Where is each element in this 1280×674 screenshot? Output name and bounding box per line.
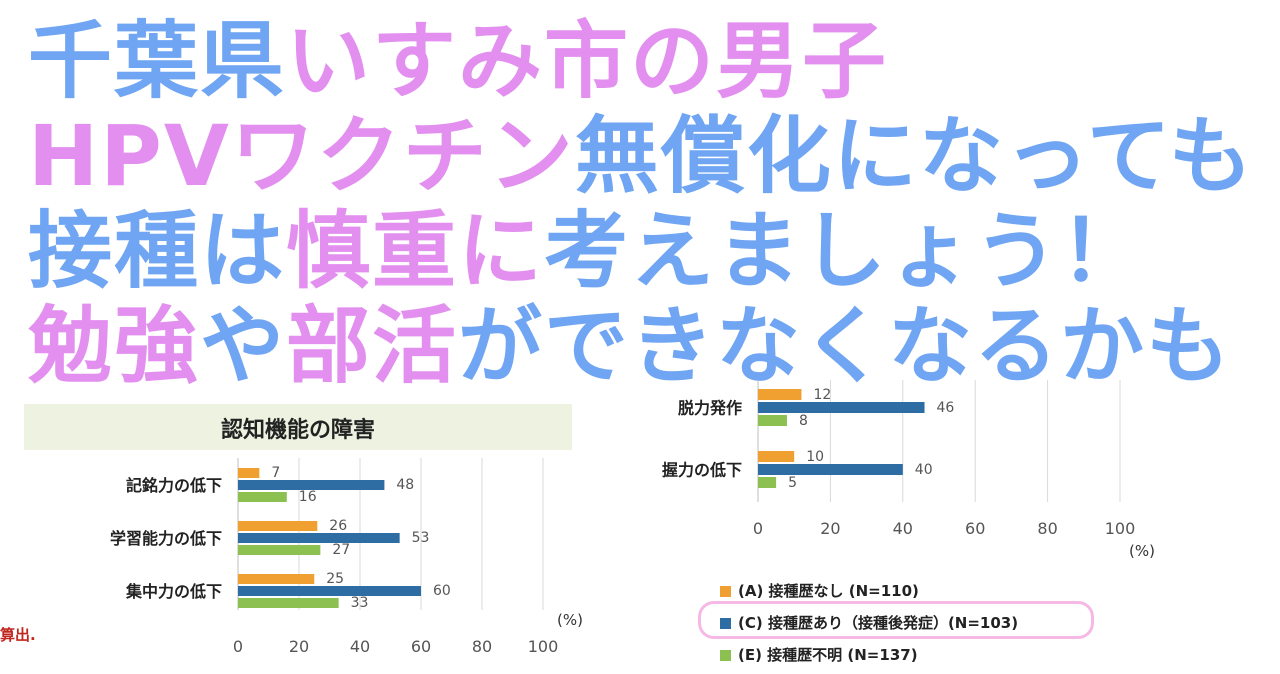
headline-segment: 勉強 bbox=[28, 297, 201, 395]
category-label: 学習能力の低下 bbox=[110, 529, 222, 548]
legend-label: (A) 接種歴なし (N=110) bbox=[738, 582, 919, 600]
data-label: 26 bbox=[329, 518, 347, 534]
data-label: 7 bbox=[271, 465, 280, 481]
headline-segment: 千葉県 bbox=[28, 12, 287, 110]
data-label: 53 bbox=[412, 530, 430, 546]
motor-chart-svg: 0 20 40 60 80 100 (%) 脱力発作 12 46 8 握力の低下 10 40 5 bbox=[662, 380, 1155, 560]
headline-segment: HPVワクチン bbox=[28, 107, 575, 205]
headline-segment: 男子 bbox=[716, 12, 889, 110]
headline-segment: 接種は bbox=[28, 202, 287, 300]
headline-segment: 部活 bbox=[286, 297, 459, 395]
x-axis-unit-label: (%) bbox=[1129, 542, 1155, 560]
data-label: 5 bbox=[788, 475, 797, 491]
data-label: 10 bbox=[806, 449, 824, 465]
bar bbox=[238, 574, 315, 584]
bar bbox=[758, 389, 802, 400]
legend-label: (E) 接種歴不明 (N=137) bbox=[738, 646, 918, 664]
bar bbox=[238, 521, 318, 531]
x-tick-label: 40 bbox=[893, 519, 913, 538]
headline-segment: 無償化になっても bbox=[574, 107, 1255, 205]
x-tick-label: 20 bbox=[820, 519, 840, 538]
data-label: 16 bbox=[299, 489, 317, 505]
bar bbox=[238, 533, 400, 543]
data-label: 27 bbox=[332, 542, 350, 558]
data-label: 60 bbox=[433, 583, 451, 599]
legend-label: (C) 接種歴あり（接種後発症）(N=103) bbox=[738, 614, 1019, 632]
legend-item: (E) 接種歴不明 (N=137) bbox=[720, 644, 918, 665]
chart-title: 認知機能の障害 bbox=[220, 418, 375, 443]
legend-highlight-outline bbox=[698, 601, 1094, 639]
legend-swatch bbox=[720, 586, 731, 597]
data-label: 33 bbox=[351, 595, 369, 611]
x-tick-label: 20 bbox=[289, 637, 309, 656]
x-tick-label: 100 bbox=[528, 637, 559, 656]
category-label: 記銘力の低下 bbox=[126, 476, 222, 495]
x-axis-unit-label: (%) bbox=[557, 611, 583, 629]
headline-segment: いすみ市の bbox=[286, 12, 717, 110]
data-label: 46 bbox=[937, 400, 955, 416]
legend-item: (A) 接種歴なし (N=110) bbox=[720, 580, 919, 601]
x-tick-label: 60 bbox=[411, 637, 431, 656]
bar bbox=[758, 451, 795, 462]
motor-chart: 0 20 40 60 80 100 (%) 脱力発作 12 46 8 握力の低下 10 40 5 (A) 接… bbox=[620, 372, 1280, 670]
headline-line-1: 千葉県いすみ市の男子 bbox=[28, 14, 1278, 109]
bar bbox=[758, 464, 903, 475]
headline-line-2: HPVワクチン無償化になっても bbox=[28, 109, 1278, 204]
bar bbox=[758, 415, 787, 426]
category-label: 握力の低下 bbox=[662, 461, 742, 480]
x-tick-label: 60 bbox=[965, 519, 985, 538]
data-label: 8 bbox=[799, 413, 808, 429]
x-tick-label: 0 bbox=[233, 637, 243, 656]
legend-item: (C) 接種歴あり（接種後発症）(N=103) bbox=[720, 612, 1018, 633]
legend-swatch bbox=[720, 618, 731, 629]
bar bbox=[238, 545, 321, 555]
headline-line-4: 勉強や部活ができなくなるかも bbox=[28, 299, 1278, 394]
category-label: 集中力の低下 bbox=[125, 582, 222, 601]
headline-segment: 考えましょう！ bbox=[544, 202, 1147, 300]
bar bbox=[238, 492, 287, 502]
headline: 千葉県いすみ市の男子 HPVワクチン無償化になっても 接種は慎重に考えましょう！… bbox=[28, 14, 1278, 394]
bar bbox=[238, 598, 339, 608]
cognitive-chart: 認知機能の障害 0 20 40 60 80 100 (%) 記銘力の低下 7 48 16 学習能力の低… bbox=[0, 400, 600, 670]
data-label: 48 bbox=[396, 477, 414, 493]
bar bbox=[238, 586, 421, 596]
data-label: 12 bbox=[813, 387, 831, 403]
x-tick-label: 0 bbox=[753, 519, 763, 538]
legend-swatch bbox=[720, 650, 731, 661]
bar bbox=[238, 468, 260, 478]
category-label: 脱力発作 bbox=[678, 399, 742, 418]
x-tick-label: 100 bbox=[1105, 519, 1136, 538]
x-tick-label: 80 bbox=[1037, 519, 1057, 538]
data-label: 25 bbox=[326, 571, 344, 587]
x-tick-label: 80 bbox=[472, 637, 492, 656]
headline-segment: 慎重に bbox=[286, 202, 545, 300]
headline-segment: や bbox=[200, 297, 287, 395]
bar bbox=[758, 477, 777, 488]
headline-segment: ができなくなるかも bbox=[458, 297, 1233, 395]
bar bbox=[238, 480, 385, 490]
chart-title-band bbox=[24, 404, 572, 450]
footnote: 算出. bbox=[0, 626, 36, 644]
data-label: 40 bbox=[915, 462, 933, 478]
headline-line-3: 接種は慎重に考えましょう！ bbox=[28, 204, 1278, 299]
bar bbox=[758, 402, 925, 413]
cognitive-chart-svg: 0 20 40 60 80 100 (%) 記銘力の低下 7 48 16 学習能力の低下 26 53 27 集… bbox=[110, 458, 583, 656]
x-tick-label: 40 bbox=[350, 637, 370, 656]
